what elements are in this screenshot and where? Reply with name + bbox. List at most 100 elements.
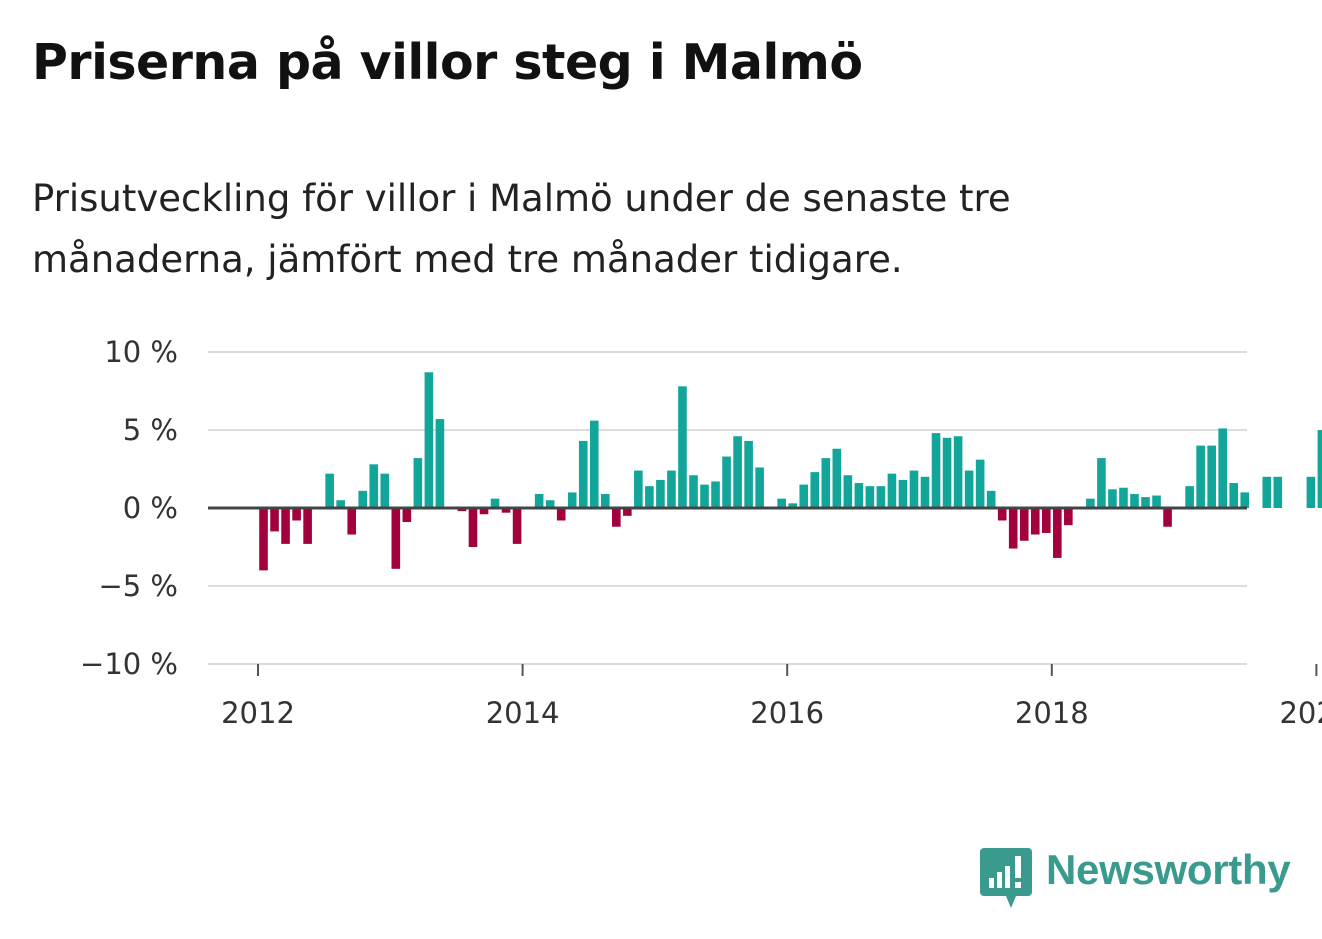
bar <box>600 493 610 508</box>
bar <box>336 500 345 508</box>
bar <box>435 419 445 508</box>
bar <box>1196 445 1205 508</box>
bar <box>667 470 676 508</box>
bar <box>413 458 423 508</box>
x-tick-label: 2014 <box>486 696 560 730</box>
bar <box>556 508 566 521</box>
bar <box>931 433 941 508</box>
bar <box>865 486 875 508</box>
bar <box>1141 497 1150 508</box>
bar <box>578 440 588 508</box>
bar <box>1152 495 1161 508</box>
bar <box>534 493 544 508</box>
bar <box>1019 508 1029 541</box>
brand-name: Newsworthy <box>1046 846 1291 893</box>
bar <box>1163 508 1172 527</box>
bar <box>1207 445 1216 508</box>
newsworthy-logo-icon <box>980 848 1032 908</box>
bar <box>1262 476 1272 508</box>
gridlines <box>208 351 1247 665</box>
bar <box>1130 493 1139 508</box>
bar <box>777 498 786 508</box>
bar <box>501 508 511 513</box>
bar <box>490 498 500 508</box>
bar <box>755 467 764 508</box>
bar <box>270 508 279 532</box>
bar <box>634 470 643 508</box>
bar <box>479 508 489 515</box>
bar <box>380 473 390 508</box>
bar <box>997 508 1007 521</box>
bar <box>876 486 886 508</box>
bar <box>733 436 742 508</box>
x-tick-label: 2016 <box>750 696 824 730</box>
y-tick-label: 5 % <box>123 413 178 447</box>
bar <box>424 372 434 508</box>
bar <box>1008 508 1018 549</box>
bar <box>1119 487 1128 508</box>
bar <box>1053 508 1062 558</box>
bar <box>1064 508 1073 526</box>
bar <box>656 479 665 508</box>
bar <box>391 508 401 569</box>
bar <box>567 492 577 508</box>
bar <box>986 490 996 508</box>
bar <box>623 508 632 516</box>
bar <box>810 472 820 508</box>
bar <box>975 459 985 508</box>
bar <box>259 508 268 571</box>
x-tick-label: 2018 <box>1015 696 1089 730</box>
bar <box>689 475 698 508</box>
axes: 10 %5 %0 %−5 %−10 %201220142016201820202… <box>80 335 1322 730</box>
bar <box>821 458 831 508</box>
bar <box>1273 476 1283 508</box>
x-tick-label: 2020 <box>1279 696 1322 730</box>
bar <box>920 476 930 508</box>
bar <box>1218 428 1227 508</box>
bar <box>942 437 952 508</box>
bar <box>1185 486 1194 508</box>
bar <box>347 508 357 535</box>
bar <box>512 508 522 544</box>
bar <box>402 508 412 523</box>
x-tick-label: 2012 <box>221 696 295 730</box>
bar <box>292 508 301 521</box>
bar <box>303 508 312 544</box>
bar <box>1030 508 1040 535</box>
bar <box>953 436 963 508</box>
bar <box>612 508 621 527</box>
bar <box>1240 492 1250 508</box>
bar <box>854 483 864 508</box>
y-tick-label: 0 % <box>123 491 178 525</box>
bar <box>369 464 379 508</box>
bar <box>468 508 478 547</box>
chart-subtitle: Prisutveckling för villor i Malmö under … <box>32 177 1011 281</box>
bar <box>711 481 720 508</box>
bar <box>645 486 654 508</box>
y-tick-label: 10 % <box>104 335 178 369</box>
bar <box>1041 508 1051 533</box>
bar <box>832 448 842 508</box>
bar <box>1229 483 1239 508</box>
bar <box>358 490 368 508</box>
bar <box>887 473 897 508</box>
bar <box>700 484 709 508</box>
y-tick-label: −10 % <box>80 647 178 681</box>
bar <box>1097 458 1106 508</box>
bar <box>744 440 753 508</box>
bar <box>799 484 809 508</box>
bar <box>281 508 290 544</box>
bar <box>788 503 798 508</box>
bar <box>457 508 467 512</box>
bar <box>722 456 731 508</box>
bar <box>1086 498 1095 508</box>
bar <box>843 475 853 508</box>
bar <box>1306 476 1316 508</box>
bar <box>545 500 555 508</box>
chart-title: Priserna på villor steg i Malmö <box>32 34 863 91</box>
bar <box>678 386 687 508</box>
bar <box>964 470 974 508</box>
bar <box>909 470 919 508</box>
bar <box>325 473 334 508</box>
